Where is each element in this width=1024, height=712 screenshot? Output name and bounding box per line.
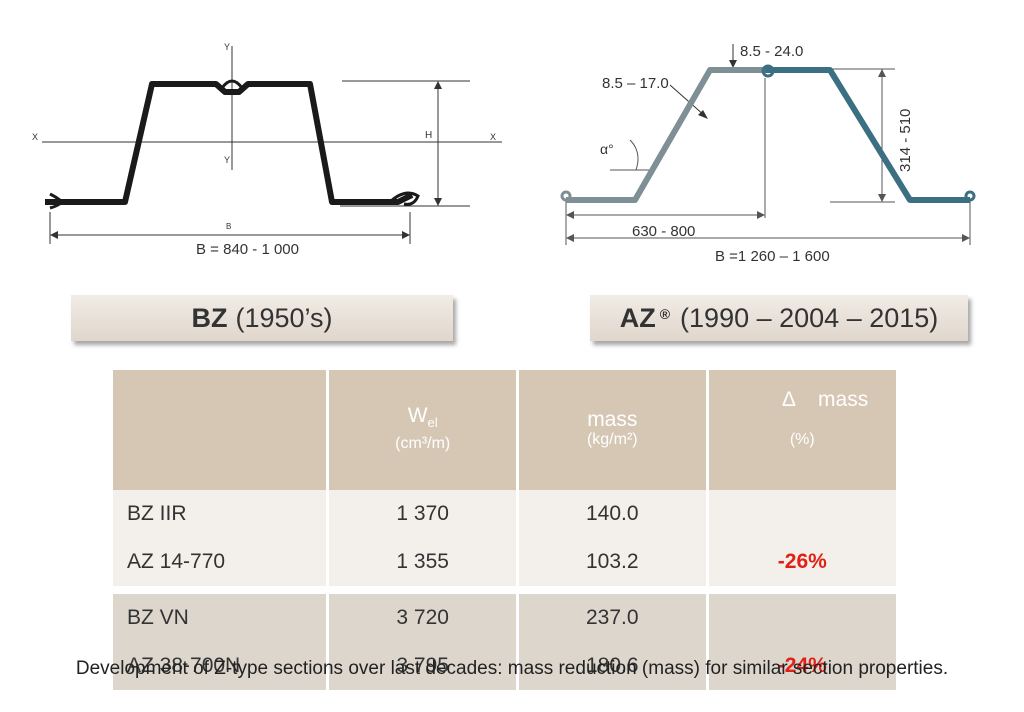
bz-years: (1950’s) [235, 302, 333, 333]
row-wel: 3 720 [326, 586, 518, 642]
bz-width-label: B = 840 - 1 000 [196, 241, 299, 258]
az-height-label: 314 - 510 [897, 109, 914, 172]
row-mass: 237.0 [516, 586, 708, 642]
az-width-label: B =1 260 – 1 600 [715, 248, 830, 265]
row-mass: 180.6 [516, 642, 708, 690]
row-section: AZ 14-770 [113, 538, 328, 590]
az-era-label: AZ ® (1990 – 2004 – 2015) [590, 295, 968, 341]
az-name: AZ [619, 302, 656, 333]
table-row: BZ VN 3 720 237.0 [113, 586, 896, 642]
az-angle-label: α° [600, 141, 614, 157]
figure-caption: Development of Z-type sections over last… [75, 658, 949, 679]
row-section: AZ 38-700N [113, 642, 328, 690]
row-mass: 103.2 [516, 538, 708, 590]
az-thickness-top-label: 8.5 - 24.0 [740, 43, 803, 60]
header-wel: Wel (cm³/m) [326, 370, 518, 490]
header-mass: mass (kg/m²) [516, 370, 708, 490]
row-section: BZ VN [113, 586, 328, 642]
bz-height-label: H [425, 130, 432, 141]
row-delta: -26% [705, 538, 896, 590]
row-section: BZ IIR [113, 490, 328, 538]
bz-b-small-label: B [226, 222, 231, 231]
az-section-diagram: 8.5 - 24.0 8.5 – 17.0 α° 314 - 510 630 -… [560, 43, 976, 265]
bz-axis-y-top: Y [224, 42, 230, 52]
az-registered-mark: ® [659, 306, 671, 322]
row-wel: 1 370 [326, 490, 518, 538]
row-delta [705, 586, 896, 642]
bz-profile [45, 81, 414, 205]
header-section [113, 370, 328, 490]
bz-name: BZ [191, 302, 228, 333]
bz-axis-x-left: X [32, 132, 38, 142]
header-delta-main: Δ mass [781, 388, 869, 411]
header-mass-main: mass [587, 408, 638, 431]
comparison-table: Wel (cm³/m) mass (kg/m²) Δ mass (%) BZ I… [113, 370, 896, 690]
header-wel-unit: (cm³/m) [395, 434, 451, 452]
bz-axis-y-mid: Y [224, 155, 230, 165]
az-profile-right [765, 67, 970, 203]
bz-era-label: BZ (1950’s) [71, 295, 453, 341]
header-wel-sub: el [427, 415, 438, 431]
bz-section-diagram: Y Y X X H B B = 840 - 1 000 [32, 42, 502, 258]
az-half-width-label: 630 - 800 [632, 223, 695, 240]
row-wel: 1 355 [326, 538, 518, 590]
header-mass-unit: (kg/m²) [586, 431, 638, 448]
bz-axis-x-right: X [490, 132, 496, 142]
table-row: AZ 14-770 1 355 103.2 -26% [113, 538, 896, 590]
row-mass: 140.0 [516, 490, 708, 538]
az-profile-left [566, 67, 765, 203]
table-row: AZ 38-700N 3 795 180.6 -24% [113, 642, 896, 690]
header-delta: Δ mass (%) [705, 370, 896, 490]
row-delta [705, 490, 896, 538]
header-delta-unit: (%) [789, 431, 815, 448]
row-delta: -24% [705, 642, 896, 690]
header-wel-main: W [407, 404, 428, 428]
az-thickness-web-label: 8.5 – 17.0 [602, 75, 669, 92]
row-wel: 3 795 [326, 642, 518, 690]
table-header-row: Wel (cm³/m) mass (kg/m²) Δ mass (%) [113, 370, 896, 490]
table-row: BZ IIR 1 370 140.0 [113, 490, 896, 538]
az-years: (1990 – 2004 – 2015) [680, 302, 939, 333]
